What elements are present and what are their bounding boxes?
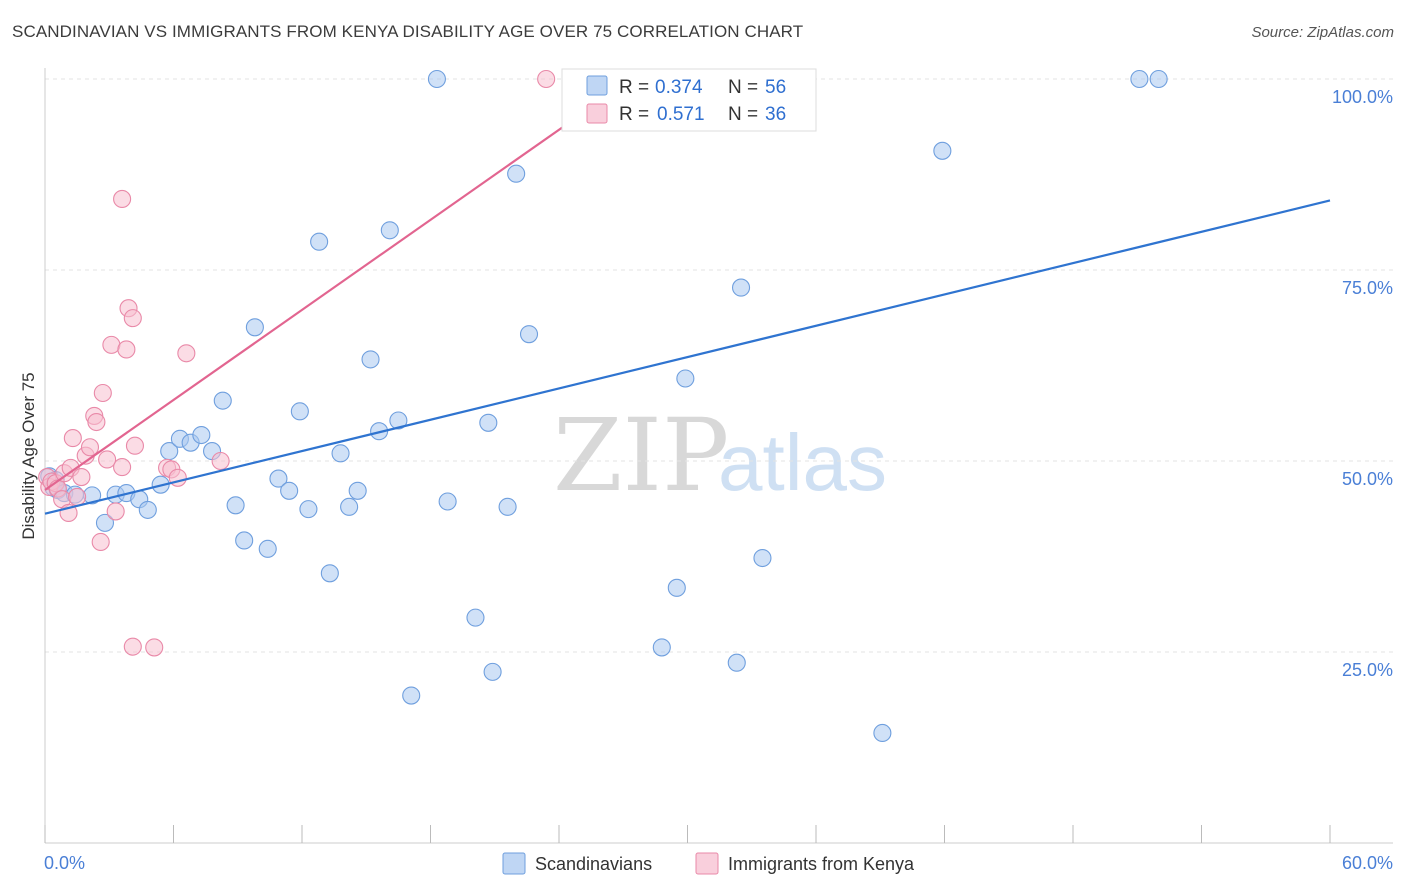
scandinavians-point-20 xyxy=(235,531,254,550)
kenya-point-33 xyxy=(537,69,556,89)
scandinavians-point-32 xyxy=(361,350,380,369)
scandinavians-point-47 xyxy=(667,578,686,597)
stats-swatch-kenya xyxy=(586,103,608,124)
scandinavians-point-55 xyxy=(1130,69,1149,89)
legend-label-kenya: Immigrants from Kenya xyxy=(728,854,915,874)
y-tick-labels: 25.0% 50.0% 75.0% 100.0% xyxy=(1332,87,1393,680)
kenya-point-31 xyxy=(177,344,196,363)
scandinavians-trend-line xyxy=(44,199,1331,515)
scandinavians-point-52 xyxy=(753,548,772,568)
series-legend: Scandinavians Immigrants from Kenya xyxy=(502,852,915,875)
stats-r-label-2: R = xyxy=(619,104,649,125)
kenya-point-24 xyxy=(123,309,142,328)
scandinavians-point-26 xyxy=(299,500,318,519)
scandinavians-point-51 xyxy=(731,278,751,297)
kenya-point-19 xyxy=(102,335,121,354)
stats-n-value-2: 36 xyxy=(765,104,786,125)
scandinavians-point-27 xyxy=(310,232,329,251)
scandinavians-point-23 xyxy=(269,469,288,488)
stats-n-label-2: N = xyxy=(728,104,758,125)
kenya-point-27 xyxy=(145,638,164,657)
scandinavians-point-46 xyxy=(652,638,671,657)
kenya-points xyxy=(38,69,601,657)
scandinavians-point-34 xyxy=(380,221,399,240)
scandinavians-point-11 xyxy=(138,500,157,519)
kenya-point-35 xyxy=(113,458,132,477)
scandinavians-point-36 xyxy=(402,686,421,705)
scandinavians-point-24 xyxy=(280,481,299,500)
gridlines xyxy=(45,78,1393,653)
watermark-atlas: atlas xyxy=(718,418,887,507)
stats-legend: R = 0.374 N = 56 R = 0.571 N = 36 xyxy=(561,68,817,132)
kenya-point-22 xyxy=(117,340,136,359)
axes xyxy=(44,68,1393,844)
scandinavians-point-43 xyxy=(507,164,526,183)
scandinavians-point-19 xyxy=(226,496,245,515)
scandinavians-point-54 xyxy=(933,141,952,160)
scandinavians-point-16 xyxy=(192,425,211,445)
scandinavians-point-18 xyxy=(213,391,232,410)
y-axis-title: Disability Age Over 75 xyxy=(19,372,38,539)
scandinavians-point-41 xyxy=(483,662,502,681)
trend-lines xyxy=(44,106,1331,515)
kenya-point-15 xyxy=(87,412,106,432)
kenya-point-21 xyxy=(113,189,132,208)
scandinavians-point-28 xyxy=(320,564,339,583)
watermark-zip: ZIP xyxy=(553,397,729,514)
kenya-point-26 xyxy=(123,637,142,656)
x-tick-label-max: 60.0% xyxy=(1342,853,1393,873)
scandinavians-point-31 xyxy=(348,481,367,500)
scandinavians-point-44 xyxy=(519,325,539,344)
scandinavians-point-35 xyxy=(389,411,408,430)
scandinavians-point-56 xyxy=(1149,69,1168,89)
scandinavians-point-29 xyxy=(331,444,350,463)
x-tick-label-min: 0.0% xyxy=(44,853,85,873)
kenya-point-16 xyxy=(91,532,110,552)
scandinavians-point-21 xyxy=(245,318,264,337)
stats-n-label-1: N = xyxy=(728,77,758,98)
y-tick-label-25: 25.0% xyxy=(1342,660,1393,680)
stats-r-value-1: 0.374 xyxy=(655,77,703,98)
kenya-point-32 xyxy=(211,451,230,471)
chart-title: SCANDINAVIAN VS IMMIGRANTS FROM KENYA DI… xyxy=(12,22,804,41)
watermark: ZIP atlas xyxy=(553,397,887,514)
kenya-point-17 xyxy=(93,383,112,403)
legend-label-scandinavians: Scandinavians xyxy=(535,854,652,874)
scandinavians-point-42 xyxy=(498,497,517,516)
scandinavians-point-22 xyxy=(258,539,277,558)
scandinavians-point-50 xyxy=(727,653,746,672)
y-tick-label-100: 100.0% xyxy=(1332,87,1393,107)
scandinavians-point-7 xyxy=(95,513,115,532)
source-credit: Source: ZipAtlas.com xyxy=(1251,24,1394,41)
kenya-trend-line xyxy=(44,106,592,491)
kenya-point-11 xyxy=(72,467,91,487)
y-tick-label-50: 50.0% xyxy=(1342,469,1393,489)
scandinavians-point-53 xyxy=(873,723,892,743)
scandinavians-point-40 xyxy=(479,413,498,432)
kenya-point-13 xyxy=(80,438,100,457)
scandinavians-point-30 xyxy=(340,497,359,516)
y-tick-label-75: 75.0% xyxy=(1342,278,1393,298)
stats-r-label-1: R = xyxy=(619,77,649,98)
stats-swatch-scandinavians xyxy=(586,75,608,96)
kenya-point-25 xyxy=(125,436,144,455)
kenya-point-10 xyxy=(68,487,87,506)
kenya-point-18 xyxy=(98,450,117,469)
scandinavians-point-48 xyxy=(676,369,695,388)
scandinavians-point-38 xyxy=(438,492,457,511)
scandinavians-point-37 xyxy=(427,69,446,89)
scandinavians-point-25 xyxy=(290,402,309,421)
legend-swatch-scandinavians xyxy=(502,852,526,875)
kenya-point-20 xyxy=(106,502,125,521)
scandinavians-point-39 xyxy=(466,608,485,627)
stats-n-value-1: 56 xyxy=(765,77,786,98)
stats-r-value-2: 0.571 xyxy=(657,104,705,125)
legend-swatch-kenya xyxy=(695,852,719,875)
kenya-point-9 xyxy=(63,429,82,448)
